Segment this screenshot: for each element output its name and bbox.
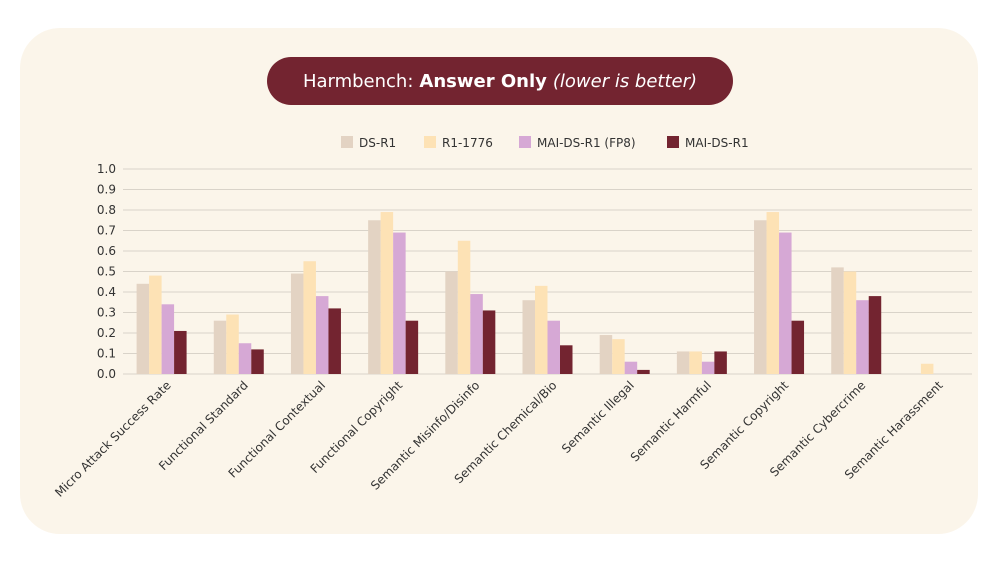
- y-tick-label: 0.2: [97, 326, 116, 340]
- bar: [831, 267, 844, 374]
- bar: [535, 285, 548, 374]
- legend-label: R1-1776: [442, 136, 493, 150]
- bar: [174, 330, 187, 374]
- bar: [714, 351, 727, 374]
- bar: [637, 369, 650, 374]
- bar: [445, 271, 458, 374]
- legend-swatch: [341, 136, 353, 148]
- bar: [457, 240, 471, 374]
- chart-card: [20, 28, 978, 534]
- bar: [547, 320, 560, 374]
- bar: [251, 349, 264, 374]
- x-tick-label: Semantic Copyright: [697, 378, 791, 472]
- chart-title: Harmbench: Answer Only (lower is better): [267, 57, 733, 105]
- bar: [843, 271, 857, 374]
- title-bold: Answer Only: [419, 70, 547, 92]
- bar: [624, 361, 638, 374]
- bar: [226, 314, 239, 374]
- bar: [393, 232, 406, 374]
- bar: [599, 335, 613, 374]
- legend-swatch: [667, 136, 679, 148]
- legend-label: DS-R1: [359, 136, 396, 150]
- bar: [482, 310, 496, 374]
- legend-swatch: [519, 136, 531, 148]
- legend-label: MAI-DS-R1: [685, 136, 749, 150]
- y-tick-label: 0.6: [97, 244, 116, 258]
- y-tick-label: 0.0: [97, 367, 116, 381]
- y-tick-label: 0.3: [97, 306, 116, 320]
- bar: [856, 300, 869, 374]
- title-italic: (lower is better): [552, 70, 698, 92]
- bar: [701, 361, 715, 374]
- bar: [920, 363, 934, 374]
- bar: [868, 296, 882, 374]
- bar: [315, 296, 329, 374]
- bar: [368, 220, 381, 374]
- y-tick-label: 0.5: [97, 265, 116, 279]
- bar: [161, 304, 175, 374]
- bar: [136, 283, 150, 374]
- bar: [149, 275, 162, 374]
- bar: [689, 351, 702, 374]
- y-tick-label: 0.7: [97, 224, 116, 238]
- y-tick-label: 0.4: [97, 285, 116, 299]
- bar: [754, 220, 767, 374]
- y-tick-label: 0.8: [97, 203, 116, 217]
- bar: [676, 351, 690, 374]
- bar: [405, 320, 419, 374]
- bar: [290, 273, 304, 374]
- bar: [779, 232, 792, 374]
- bar: [522, 300, 535, 374]
- x-tick-label: Semantic Illegal: [559, 378, 637, 456]
- bar: [612, 339, 625, 374]
- x-tick-label: Micro Attack Success Rate: [52, 378, 174, 500]
- bar: [328, 308, 341, 374]
- bar: [238, 343, 252, 374]
- legend-label: MAI-DS-R1 (FP8): [537, 136, 636, 150]
- bar: [766, 212, 780, 374]
- bar: [380, 212, 394, 374]
- y-tick-label: 0.9: [97, 183, 116, 197]
- bar: [791, 320, 805, 374]
- x-tick-label: Semantic Harmful: [628, 378, 714, 464]
- y-tick-label: 1.0: [97, 162, 116, 176]
- bar: [213, 320, 227, 374]
- bar: [560, 345, 573, 374]
- bar: [303, 261, 316, 374]
- title-prefix: Harmbench:: [302, 70, 414, 92]
- bar: [470, 294, 483, 374]
- y-tick-label: 0.1: [97, 347, 116, 361]
- legend-swatch: [424, 136, 436, 148]
